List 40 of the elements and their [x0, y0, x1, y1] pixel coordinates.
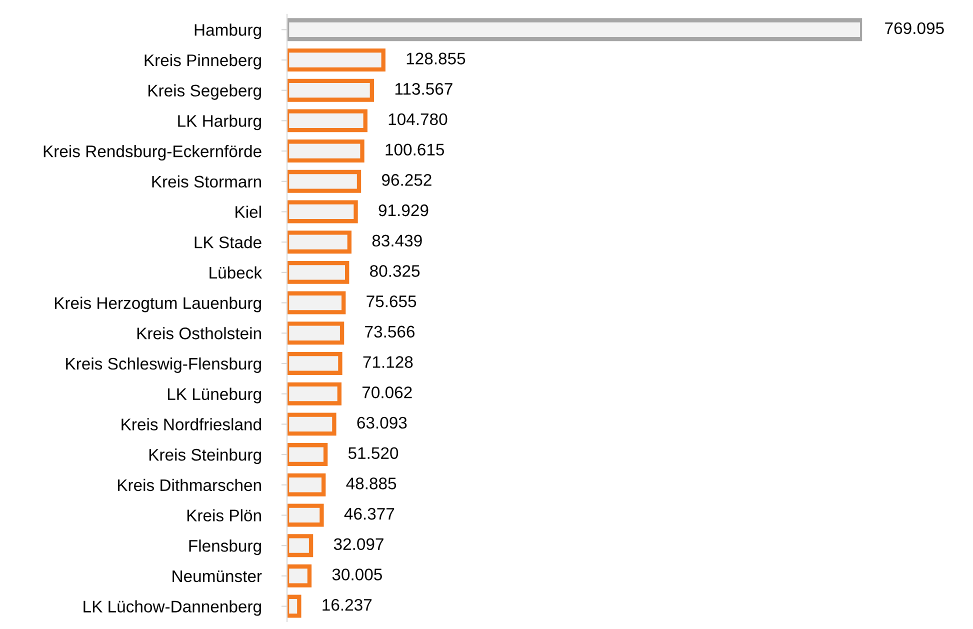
data-label: 51.520	[348, 447, 398, 460]
data-label: 32.097	[334, 538, 384, 550]
y-tick-label: Kreis Ostholstein	[137, 327, 261, 340]
y-tick-label: Kreis Herzogtum Lauenburg	[54, 296, 261, 312]
y-tick-label: Kreis Schleswig-Flensburg	[66, 357, 261, 373]
y-tick-label: Neumünster	[172, 570, 262, 582]
data-label: 100.615	[386, 144, 444, 156]
data-label: 80.325	[370, 265, 420, 277]
y-tick-label: LK Lüneburg	[168, 388, 261, 404]
y-tick-label: Lübeck	[210, 266, 262, 279]
data-label: 83.439	[372, 234, 422, 247]
y-tick-label: Kreis Pinneberg	[144, 54, 261, 70]
data-label: 48.885	[346, 478, 396, 490]
data-label: 128.855	[406, 52, 466, 64]
y-tick-label: LK Stade	[194, 236, 262, 248]
data-label: 71.128	[363, 356, 413, 368]
data-label: 769.095	[885, 22, 944, 34]
data-label: 91.929	[378, 204, 428, 216]
y-tick-label: Kreis Plön	[187, 509, 261, 522]
data-label: 46.377	[344, 508, 394, 520]
y-tick-label: LK Lüchow-Dannenberg	[84, 600, 261, 616]
y-tick-label: Kreis Stormarn	[152, 175, 261, 188]
data-label: 30.005	[332, 568, 382, 580]
y-tick-label: Kiel	[236, 206, 261, 218]
data-label: 70.062	[362, 386, 412, 398]
data-label: 16.237	[322, 598, 372, 611]
y-tick-label: Kreis Nordfriesland	[122, 418, 261, 430]
data-label: 73.566	[365, 326, 415, 338]
data-label: 96.252	[382, 174, 432, 186]
data-label: 63.093	[357, 416, 407, 429]
y-tick-label: Hamburg	[194, 24, 261, 40]
data-label: 75.655	[366, 295, 416, 308]
y-tick-label: Kreis Dithmarschen	[118, 478, 261, 492]
data-label: 113.567	[395, 83, 452, 95]
y-tick-label: Kreis Segeberg	[148, 84, 261, 100]
y-tick-label: Kreis Rendsburg-Eckernförde	[44, 145, 262, 161]
y-tick-label: Flensburg	[189, 540, 261, 556]
data-label: 104.780	[388, 113, 448, 126]
y-tick-label: LK Harburg	[178, 114, 261, 130]
y-tick-label: Kreis Steinburg	[149, 448, 261, 464]
